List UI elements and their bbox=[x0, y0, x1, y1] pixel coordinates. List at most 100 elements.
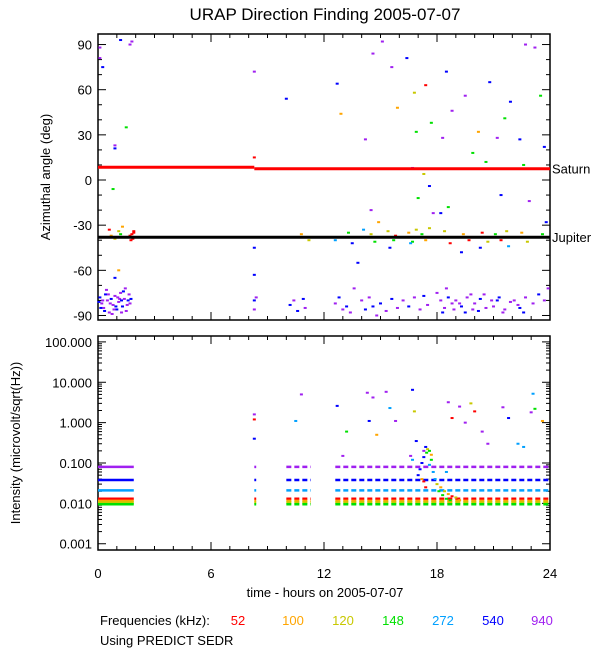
azimuth-point bbox=[116, 296, 120, 299]
intensity-point bbox=[427, 449, 431, 452]
azimuth-point bbox=[527, 200, 531, 203]
azimuth-point bbox=[448, 242, 452, 245]
legend-frequency-148: 148 bbox=[382, 613, 404, 628]
top-y-tick-label: -30 bbox=[73, 218, 92, 233]
azimuth-point bbox=[117, 300, 121, 303]
azimuth-point bbox=[499, 194, 503, 197]
x-tick-label: 0 bbox=[94, 566, 101, 581]
azimuth-point bbox=[126, 299, 130, 302]
azimuth-point bbox=[98, 46, 102, 49]
azimuth-point bbox=[117, 230, 121, 233]
azimuth-point bbox=[424, 239, 428, 242]
azimuth-point bbox=[106, 293, 110, 296]
azimuth-point bbox=[369, 209, 373, 212]
azimuth-point bbox=[508, 300, 512, 303]
azimuth-point bbox=[537, 293, 541, 296]
azimuth-point bbox=[115, 308, 119, 311]
azimuth-point bbox=[544, 221, 548, 224]
intensity-point bbox=[454, 496, 458, 499]
azimuth-point bbox=[516, 303, 520, 306]
azimuth-point bbox=[97, 300, 101, 303]
azimuth-point bbox=[122, 297, 126, 300]
intensity-point bbox=[375, 433, 379, 436]
top-y-tick-label: 30 bbox=[78, 128, 92, 143]
azimuth-point bbox=[113, 294, 117, 297]
legend-frequency-52: 52 bbox=[231, 613, 245, 628]
azimuth-point bbox=[103, 309, 107, 312]
azimuth-point bbox=[113, 147, 117, 150]
azimuth-point bbox=[435, 291, 439, 294]
azimuth-point bbox=[407, 231, 411, 234]
azimuth-point bbox=[424, 84, 428, 87]
azimuth-point bbox=[109, 234, 113, 237]
azimuth-point bbox=[367, 296, 371, 299]
azimuth-point bbox=[252, 299, 256, 302]
intensity-point bbox=[446, 401, 450, 404]
azimuth-point bbox=[520, 231, 524, 234]
azimuth-point bbox=[507, 245, 511, 248]
intensity-point bbox=[507, 417, 511, 420]
intensity-point bbox=[418, 468, 422, 471]
azimuth-point bbox=[427, 227, 431, 230]
intensity-point bbox=[443, 490, 447, 493]
azimuth-point bbox=[296, 309, 300, 312]
azimuth-point bbox=[120, 225, 124, 228]
top-y-tick-label: 90 bbox=[78, 38, 92, 53]
intensity-point bbox=[531, 392, 535, 395]
azimuth-point bbox=[252, 246, 256, 249]
azimuth-point bbox=[414, 130, 418, 133]
intensity-point bbox=[486, 442, 490, 445]
intensity-point bbox=[448, 499, 452, 502]
bottom-y-axis-label: Intensity (microvolt/sqrt(Hz)) bbox=[8, 362, 23, 525]
azimuth-point bbox=[348, 311, 352, 314]
intensity-point bbox=[422, 456, 426, 459]
azimuth-point bbox=[512, 299, 516, 302]
intensity-point bbox=[429, 458, 433, 461]
intensity-point bbox=[422, 449, 426, 452]
azimuth-point bbox=[484, 160, 488, 163]
azimuth-point bbox=[439, 299, 443, 302]
azimuth-point bbox=[407, 305, 411, 308]
x-tick-label: 24 bbox=[543, 566, 557, 581]
azimuth-point bbox=[341, 308, 345, 311]
azimuth-point bbox=[119, 39, 123, 42]
azimuth-point bbox=[345, 305, 349, 308]
azimuth-point bbox=[111, 188, 115, 191]
azimuth-point bbox=[114, 305, 118, 308]
azimuth-point bbox=[101, 66, 105, 69]
legend-frequency-940: 940 bbox=[531, 613, 553, 628]
intensity-point bbox=[540, 419, 544, 422]
azimuth-point bbox=[98, 57, 102, 60]
intensity-point bbox=[411, 388, 415, 391]
intensity-point bbox=[388, 407, 392, 410]
azimuth-point bbox=[128, 234, 132, 237]
azimuth-point bbox=[104, 293, 108, 296]
intensity-point bbox=[426, 448, 430, 451]
azimuth-point bbox=[371, 305, 375, 308]
intensity-point bbox=[341, 454, 345, 457]
azimuth-point bbox=[119, 233, 123, 236]
intensity-point bbox=[522, 445, 526, 448]
azimuth-point bbox=[473, 302, 477, 305]
bottom-y-tick-label: 0.100 bbox=[59, 456, 92, 471]
azimuth-point bbox=[518, 306, 522, 309]
azimuth-point bbox=[119, 291, 123, 294]
azimuth-point bbox=[107, 311, 111, 314]
azimuth-point bbox=[542, 299, 546, 302]
azimuth-point bbox=[124, 126, 128, 129]
top-y-tick-label: 60 bbox=[78, 83, 92, 98]
azimuth-point bbox=[377, 221, 381, 224]
azimuth-point bbox=[469, 293, 473, 296]
top-frame bbox=[97, 33, 551, 321]
azimuth-point bbox=[450, 109, 454, 112]
azimuth-point bbox=[478, 246, 482, 249]
top-y-tick-label: -90 bbox=[73, 308, 92, 323]
azimuth-point bbox=[346, 231, 350, 234]
top-y-tick-label: 0 bbox=[85, 173, 92, 188]
bottom-y-tick-label: 10.000 bbox=[52, 375, 92, 390]
azimuth-point bbox=[443, 230, 447, 233]
intensity-point bbox=[469, 402, 473, 405]
legend-frequency-272: 272 bbox=[432, 613, 454, 628]
intensity-point bbox=[444, 497, 448, 500]
